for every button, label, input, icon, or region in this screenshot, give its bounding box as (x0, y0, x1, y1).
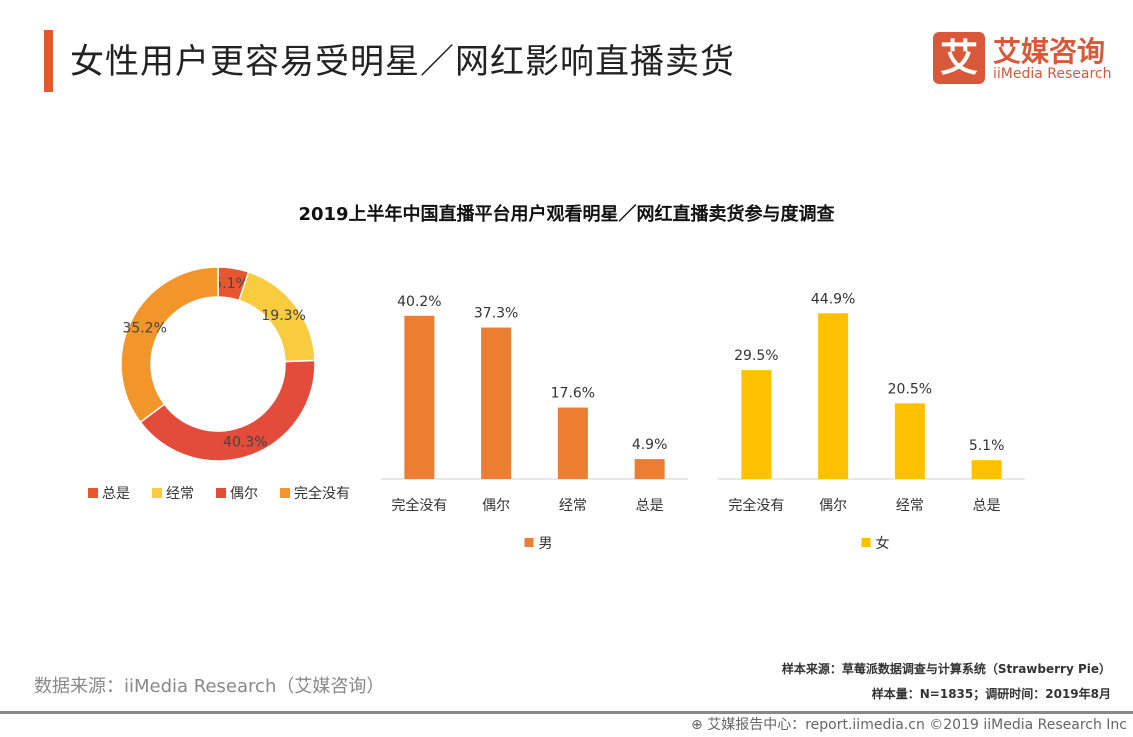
logo: 艾 艾媒咨询 iiMedia Research (933, 32, 1113, 86)
legend-label: 经常 (166, 486, 194, 502)
divider (0, 711, 1133, 714)
x-tick-label: 完全没有 (391, 497, 447, 514)
legend-label: 完全没有 (294, 485, 350, 502)
bar (634, 459, 665, 479)
x-tick-label: 总是 (636, 498, 664, 514)
legend-swatch (152, 488, 162, 498)
legend-swatch (88, 488, 98, 498)
x-tick-label: 经常 (896, 498, 924, 514)
logo-mark: 艾 (933, 32, 985, 84)
sample-source: 样本来源：草莓派数据调查与计算系统（Strawberry Pie） (781, 662, 1111, 676)
donut-label: 19.3% (261, 308, 305, 324)
bar (894, 403, 925, 479)
bar (818, 313, 849, 479)
bar-label: 29.5% (734, 348, 778, 364)
x-tick-label: 偶尔 (819, 498, 847, 514)
legend-swatch (861, 538, 871, 547)
charts: 5.1%19.3%40.3%35.2%总是 经常 偶尔 完全没有40.2%完全没有37… (88, 266, 1025, 552)
legend-swatch (524, 538, 534, 547)
x-tick-label: 经常 (559, 498, 587, 514)
bar (481, 327, 512, 479)
donut-slice (120, 266, 219, 424)
bar-label: 4.9% (632, 437, 668, 453)
legend-label: 总是 (102, 486, 130, 502)
legend-label: 女 (876, 535, 890, 552)
legend-label: 偶尔 (230, 486, 258, 502)
globe-icon: ⊕ (691, 717, 708, 733)
donut-label: 35.2% (122, 320, 166, 336)
x-tick-label: 完全没有 (728, 497, 784, 514)
sample-size: 样本量：N=1835；调研时间：2019年8月 (871, 687, 1111, 701)
bar-label: 37.3% (474, 306, 518, 322)
legend-swatch (216, 488, 226, 498)
bar (557, 407, 588, 479)
page-title: 女性用户更容易受明星／网红影响直播卖货 (70, 42, 735, 82)
bar-label: 44.9% (811, 291, 855, 307)
bar-label: 40.2% (397, 294, 441, 310)
donut-label: 40.3% (223, 434, 267, 450)
x-tick-label: 偶尔 (482, 498, 510, 514)
bar (971, 460, 1002, 479)
chart-title: 2019上半年中国直播平台用户观看明星／网红直播卖货参与度调查 (298, 204, 835, 225)
footer: ⊕ 艾媒报告中心：report.iimedia.cn ©2019 iiMedia… (691, 714, 1127, 734)
data-source: 数据来源：iiMedia Research（艾媒咨询） (34, 676, 385, 697)
bar-label: 20.5% (888, 381, 932, 397)
logo-text-en: iiMedia Research (993, 66, 1112, 82)
copyright: 艾媒报告中心：report.iimedia.cn ©2019 iiMedia R… (707, 717, 1127, 733)
legend-label: 男 (539, 536, 553, 552)
bar-label: 17.6% (551, 386, 595, 402)
legend-swatch (280, 488, 290, 498)
bar (741, 370, 772, 479)
title-accent-bar (44, 30, 53, 92)
logo-text-cn: 艾媒咨询 (993, 35, 1106, 68)
bar-label: 5.1% (969, 438, 1005, 454)
bar (404, 315, 435, 479)
x-tick-label: 总是 (973, 498, 1001, 514)
donut-slice (139, 359, 316, 462)
donut-label: 5.1% (213, 276, 249, 292)
